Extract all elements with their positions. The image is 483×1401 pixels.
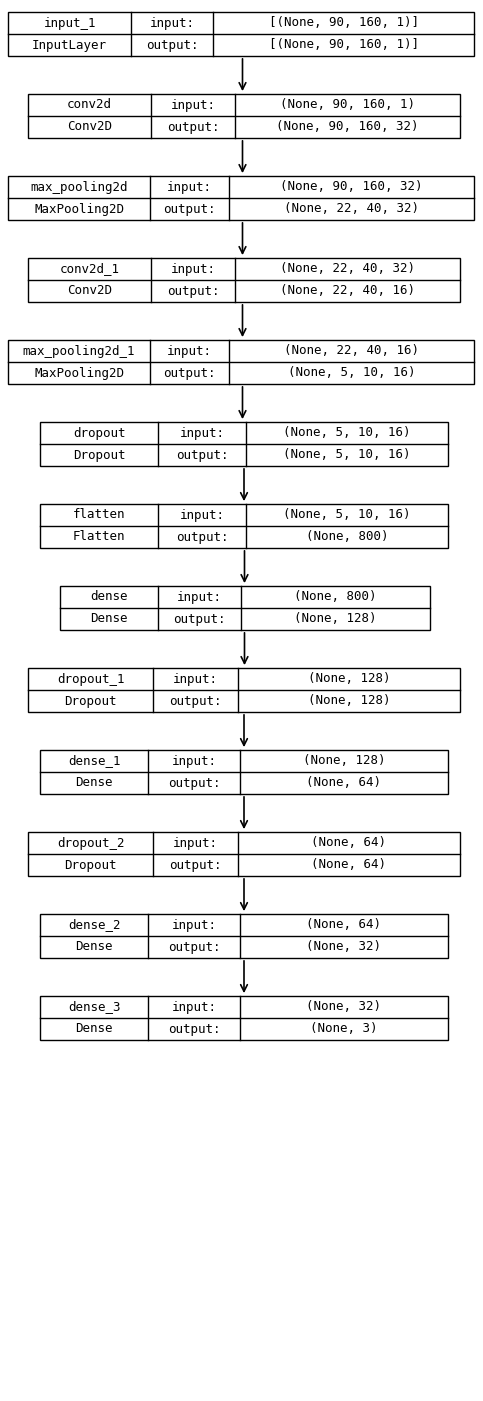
- Text: (None, 5, 10, 16): (None, 5, 10, 16): [283, 448, 411, 461]
- Text: (None, 128): (None, 128): [308, 672, 390, 685]
- Text: input:: input:: [167, 181, 212, 193]
- Text: output:: output:: [168, 776, 220, 790]
- Text: (None, 5, 10, 16): (None, 5, 10, 16): [288, 367, 415, 380]
- Text: Dropout: Dropout: [64, 859, 117, 871]
- Text: (None, 128): (None, 128): [308, 695, 390, 708]
- Text: [(None, 90, 160, 1)]: [(None, 90, 160, 1)]: [269, 38, 419, 52]
- Text: conv2d: conv2d: [67, 98, 112, 112]
- Bar: [8, 177, 474, 220]
- Text: (None, 64): (None, 64): [311, 836, 386, 849]
- Text: (None, 32): (None, 32): [306, 940, 382, 954]
- Text: input:: input:: [171, 1000, 216, 1013]
- Text: output:: output:: [163, 203, 216, 216]
- Text: output:: output:: [168, 940, 220, 954]
- Text: InputLayer: InputLayer: [32, 38, 107, 52]
- Text: Dense: Dense: [75, 1023, 113, 1035]
- Text: [(None, 90, 160, 1)]: [(None, 90, 160, 1)]: [269, 17, 419, 29]
- Text: (None, 22, 40, 16): (None, 22, 40, 16): [280, 284, 415, 297]
- Text: MaxPooling2D: MaxPooling2D: [34, 367, 124, 380]
- Text: dropout_2: dropout_2: [57, 836, 125, 849]
- Text: input:: input:: [171, 755, 216, 768]
- Text: input:: input:: [150, 17, 195, 29]
- Text: (None, 90, 160, 1): (None, 90, 160, 1): [280, 98, 415, 112]
- Text: dense_3: dense_3: [68, 1000, 120, 1013]
- Text: Dropout: Dropout: [64, 695, 117, 708]
- Text: output:: output:: [169, 859, 222, 871]
- Text: dropout_1: dropout_1: [57, 672, 125, 685]
- Text: max_pooling2d_1: max_pooling2d_1: [23, 345, 135, 357]
- Text: input:: input:: [177, 590, 222, 604]
- Text: Dropout: Dropout: [73, 448, 126, 461]
- Bar: [28, 668, 460, 712]
- Text: output:: output:: [163, 367, 216, 380]
- Text: dense_1: dense_1: [68, 755, 120, 768]
- Text: (None, 3): (None, 3): [310, 1023, 378, 1035]
- Text: (None, 5, 10, 16): (None, 5, 10, 16): [283, 509, 411, 521]
- Text: flatten: flatten: [73, 509, 126, 521]
- Text: input:: input:: [170, 98, 216, 112]
- Text: Dense: Dense: [90, 612, 128, 625]
- Text: Conv2D: Conv2D: [67, 120, 112, 133]
- Text: (None, 800): (None, 800): [306, 531, 388, 544]
- Text: max_pooling2d: max_pooling2d: [30, 181, 128, 193]
- Text: input:: input:: [170, 262, 216, 276]
- Text: output:: output:: [168, 1023, 220, 1035]
- Text: (None, 128): (None, 128): [295, 612, 377, 625]
- Text: Flatten: Flatten: [73, 531, 126, 544]
- Text: output:: output:: [167, 284, 219, 297]
- Text: (None, 22, 40, 32): (None, 22, 40, 32): [284, 203, 419, 216]
- Text: output:: output:: [169, 695, 222, 708]
- Text: input:: input:: [171, 919, 216, 932]
- Bar: [40, 750, 448, 794]
- Text: input:: input:: [180, 426, 225, 440]
- Text: Conv2D: Conv2D: [67, 284, 112, 297]
- Text: (None, 22, 40, 32): (None, 22, 40, 32): [280, 262, 415, 276]
- Text: (None, 128): (None, 128): [303, 755, 385, 768]
- Text: output:: output:: [176, 531, 228, 544]
- Bar: [60, 586, 430, 630]
- Bar: [40, 422, 448, 467]
- Bar: [40, 996, 448, 1040]
- Text: dense: dense: [90, 590, 128, 604]
- Text: output:: output:: [173, 612, 226, 625]
- Text: input_1: input_1: [43, 17, 96, 29]
- Bar: [28, 94, 460, 139]
- Text: Dense: Dense: [75, 940, 113, 954]
- Text: (None, 64): (None, 64): [306, 919, 382, 932]
- Text: input:: input:: [173, 672, 218, 685]
- Text: (None, 32): (None, 32): [306, 1000, 382, 1013]
- Text: input:: input:: [167, 345, 212, 357]
- Text: (None, 5, 10, 16): (None, 5, 10, 16): [283, 426, 411, 440]
- Bar: [8, 13, 474, 56]
- Text: dense_2: dense_2: [68, 919, 120, 932]
- Text: (None, 64): (None, 64): [306, 776, 382, 790]
- Text: (None, 22, 40, 16): (None, 22, 40, 16): [284, 345, 419, 357]
- Text: input:: input:: [180, 509, 225, 521]
- Text: Dense: Dense: [75, 776, 113, 790]
- Text: (None, 64): (None, 64): [311, 859, 386, 871]
- Bar: [28, 832, 460, 876]
- Text: (None, 90, 160, 32): (None, 90, 160, 32): [281, 181, 423, 193]
- Bar: [8, 340, 474, 384]
- Text: output:: output:: [176, 448, 228, 461]
- Text: (None, 90, 160, 32): (None, 90, 160, 32): [276, 120, 419, 133]
- Bar: [28, 258, 460, 303]
- Text: output:: output:: [167, 120, 219, 133]
- Text: dropout: dropout: [73, 426, 126, 440]
- Text: output:: output:: [146, 38, 199, 52]
- Text: (None, 800): (None, 800): [295, 590, 377, 604]
- Text: input:: input:: [173, 836, 218, 849]
- Text: MaxPooling2D: MaxPooling2D: [34, 203, 124, 216]
- Bar: [40, 504, 448, 548]
- Bar: [40, 913, 448, 958]
- Text: conv2d_1: conv2d_1: [59, 262, 120, 276]
